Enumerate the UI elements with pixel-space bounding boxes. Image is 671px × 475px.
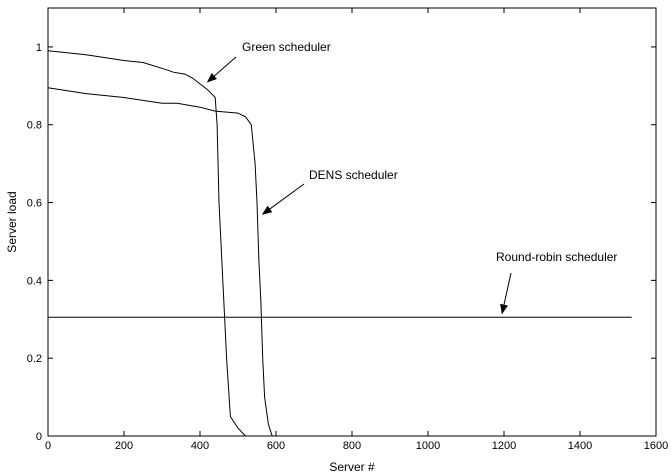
- y-tick-label: 0.2: [27, 353, 42, 365]
- annotation-arrow-dens-scheduler: [261, 183, 305, 215]
- annotation-label-dens-scheduler: DENS scheduler: [309, 168, 398, 182]
- x-tick-label: 1400: [568, 440, 592, 452]
- plot-area-border: [47, 7, 657, 437]
- x-tick-label: 1000: [416, 440, 440, 452]
- x-tick-label: 800: [343, 440, 361, 452]
- series-line-dens-scheduler: [47, 87, 273, 437]
- annotation-label-round-robin-scheduler: Round-robin scheduler: [496, 250, 617, 264]
- x-tick-label: 1600: [644, 440, 668, 452]
- annotations: Green scheduler DENS scheduler Round-robin…: [206, 40, 617, 315]
- y-tick-label: 0.4: [27, 275, 42, 287]
- x-tick-label: 0: [45, 440, 51, 452]
- annotation-arrow-round-robin-scheduler: [500, 272, 512, 315]
- series-lines: [47, 50, 632, 437]
- y-tick-label: 0.6: [27, 198, 42, 210]
- plot-frame: [47, 7, 657, 437]
- y-axis-label: Server load: [5, 191, 19, 252]
- y-tick-label: 0.8: [27, 120, 42, 132]
- x-tick-label: 1200: [492, 440, 516, 452]
- x-tick-label: 400: [191, 440, 209, 452]
- x-axis-label: Server #: [329, 460, 375, 474]
- y-tick-label: 1: [36, 42, 42, 54]
- axis-ticks: 0 200 400 600 800 1000 1200 1400 1600 0 0.2 0.4 0.6 0…: [27, 8, 668, 452]
- annotation-label-green-scheduler: Green scheduler: [242, 40, 331, 54]
- annotation-arrow-green-scheduler: [206, 56, 237, 83]
- x-tick-label: 600: [267, 440, 285, 452]
- y-tick-label: 0: [36, 431, 42, 443]
- x-tick-label: 200: [115, 440, 133, 452]
- series-line-green-scheduler: [47, 50, 246, 437]
